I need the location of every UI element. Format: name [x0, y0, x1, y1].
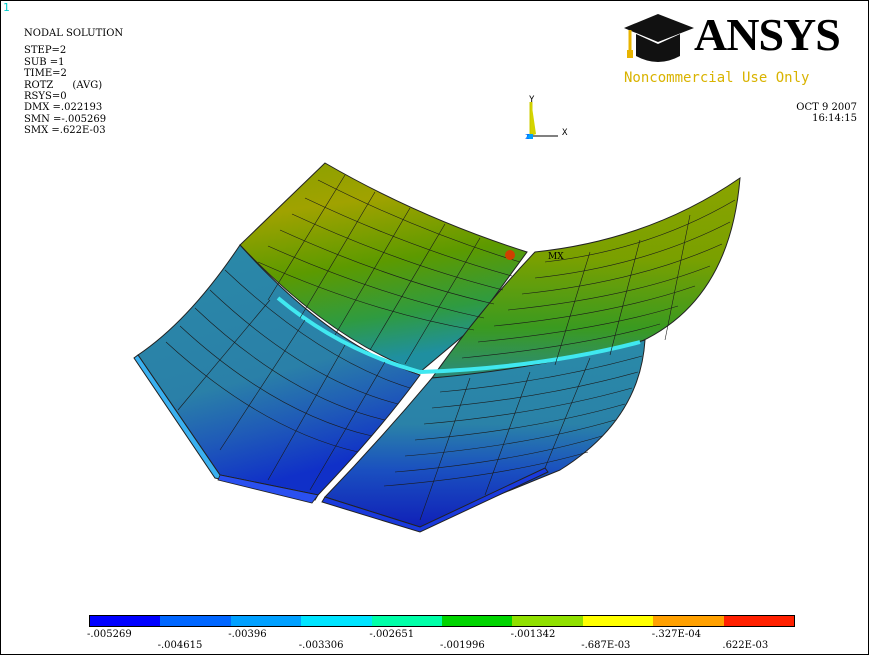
- legend-tick-label: -.001342: [510, 629, 556, 640]
- cyan-edge-curve: [276, 296, 641, 375]
- legend-tick-label: -.002651: [369, 629, 415, 640]
- info-title: NODAL SOLUTION: [24, 28, 124, 39]
- legend-tick-label: -.00396: [228, 629, 267, 640]
- brand-text: ANSYS: [694, 9, 841, 60]
- axis-x-label: X: [562, 128, 568, 138]
- legend-tick-label: -.687E-03: [581, 640, 631, 651]
- legend-tick-label: -.005269: [87, 629, 132, 640]
- legend-segment: [301, 616, 372, 626]
- ansys-logo: [624, 14, 694, 62]
- axis-y-label: Y: [529, 95, 535, 105]
- contour-plot[interactable]: MX: [0, 0, 869, 610]
- legend-segment: [371, 616, 443, 626]
- max-highlight: [505, 250, 515, 260]
- noncommercial-label: Noncommercial Use Only: [624, 70, 810, 86]
- graduation-cap-icon: [624, 14, 694, 62]
- ansys-wordmark: ANSYS: [694, 8, 841, 61]
- info-time: TIME=2: [24, 68, 67, 80]
- legend-segment: [442, 616, 513, 626]
- info-smx: SMX =.622E-03: [24, 125, 106, 137]
- legend-segment: [723, 616, 795, 626]
- shell-panel-bottom-left: [137, 244, 421, 496]
- date-label: OCT 9 2007: [796, 102, 857, 113]
- max-marker: MX: [548, 252, 564, 262]
- legend-tick-label: -.001996: [440, 640, 485, 651]
- info-dmx: DMX =.022193: [24, 102, 103, 114]
- shell-base-plate-left: [217, 474, 319, 504]
- color-legend-bar: [89, 615, 795, 627]
- legend-segment: [230, 616, 302, 626]
- window-number: 1: [3, 1, 10, 14]
- date-time: OCT 9 2007 16:14:15: [796, 102, 857, 124]
- axis-triad: Y X Z: [522, 94, 582, 144]
- info-rsys: RSYS=0: [24, 91, 67, 103]
- time-label: 16:14:15: [812, 113, 857, 124]
- info-step: STEP=2: [24, 45, 67, 57]
- legend-segment: [582, 616, 654, 626]
- legend-segment: [512, 616, 583, 626]
- legend-segment: [653, 616, 724, 626]
- legend-segment: [90, 616, 161, 626]
- legend-tick-labels: -.005269 -.004615 -.00396 -.003306 -.002651 -…: [0, 628, 869, 655]
- axis-z-label: Z: [525, 133, 530, 141]
- info-smn: SMN =-.005269: [24, 113, 107, 125]
- mesh-lines: [165, 174, 736, 521]
- shell-panel-bottom-right: [324, 339, 646, 528]
- legend-tick-label: -.003306: [298, 640, 344, 651]
- shell-panel-top-left: [239, 162, 528, 373]
- legend-segment: [160, 616, 231, 626]
- info-item: ROTZ (AVG): [24, 79, 103, 91]
- legend-tick-label: -.327E-04: [651, 629, 702, 640]
- shell-base-plate: [321, 467, 549, 533]
- solution-info: NODAL SOLUTION STEP=2 SUB =1 TIME=2 ROTZ…: [24, 28, 123, 137]
- legend-tick-label: -.004615: [157, 640, 203, 651]
- info-sub: SUB =1: [24, 56, 65, 68]
- legend-tick-label: .622E-03: [722, 640, 769, 651]
